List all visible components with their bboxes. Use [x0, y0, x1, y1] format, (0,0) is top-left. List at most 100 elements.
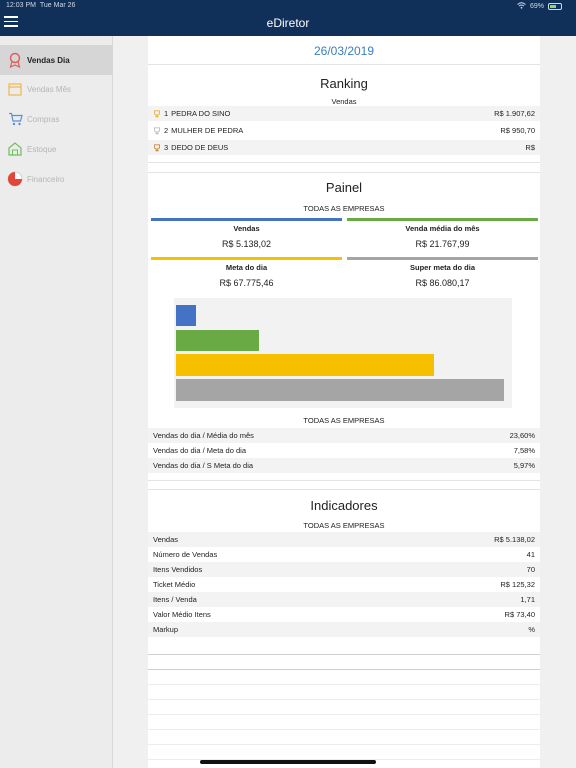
stat-label: Super meta do dia — [409, 263, 475, 272]
date-label: 26/03/2019 — [313, 44, 375, 58]
sidebar-item-financeiro[interactable]: Financeiro — [0, 164, 113, 194]
sidebar: Vendas Dia Vendas Mês Compras Estoque Fi… — [0, 36, 113, 768]
ratio-label: Vendas do dia / Meta do dia — [153, 446, 246, 455]
sidebar-item-label: Estoque — [27, 144, 57, 154]
chart-bar-super-meta-do-dia — [176, 379, 504, 401]
app-title: eDiretor — [266, 16, 310, 30]
chart-bar-vendas — [176, 305, 196, 326]
sidebar-item-label: Vendas Mês — [27, 84, 72, 94]
ratio-value: 7,58% — [513, 446, 535, 455]
indicator-value: 41 — [526, 550, 535, 559]
ranking-name: PEDRA DO SINO — [171, 109, 231, 118]
ranking-row[interactable]: 1 PEDRA DO SINO R$ 1.907,62 — [148, 106, 540, 121]
stat-meta-dia: Meta do dia R$ 67.775,46 — [151, 257, 342, 288]
stat-label: Vendas — [233, 224, 260, 233]
warehouse-icon — [3, 137, 27, 161]
divider — [148, 489, 540, 490]
status-bar: 12:03 PM Tue Mar 26 69% — [0, 0, 576, 12]
ranking-value: R$ 1.907,62 — [494, 109, 535, 118]
top-navigation-bar: 12:03 PM Tue Mar 26 69% eDiretor — [0, 0, 576, 36]
empty-row-line — [148, 699, 540, 700]
stat-color-bar — [347, 257, 538, 260]
stat-venda-media-mes: Venda média do mês R$ 21.767,99 — [347, 218, 538, 249]
ranking-value: R$ 950,70 — [500, 126, 535, 135]
trophy-bronze-icon — [154, 143, 160, 151]
divider — [148, 654, 540, 655]
stat-value: R$ 5.138,02 — [221, 239, 272, 249]
indicator-label: Itens / Venda — [153, 595, 197, 604]
indicator-row: Ticket Médio R$ 125,32 — [148, 577, 540, 592]
indicator-label: Itens Vendidos — [153, 565, 203, 574]
calendar-icon — [3, 77, 27, 101]
indicator-value: R$ 125,32 — [500, 580, 535, 589]
sidebar-item-vendas-mes[interactable]: Vendas Mês — [0, 74, 113, 104]
divider — [148, 669, 540, 670]
indicadores-subtitle: TODAS AS EMPRESAS — [303, 521, 385, 530]
sidebar-item-label: Vendas Dia — [27, 55, 70, 65]
indicator-value: R$ 5.138,02 — [494, 535, 535, 544]
ratio-label: Vendas do dia / S Meta do dia — [153, 461, 254, 470]
indicator-value: 1,71 — [520, 595, 535, 604]
chart-subtitle: TODAS AS EMPRESAS — [303, 416, 385, 425]
indicator-row: Valor Médio Itens R$ 73,40 — [148, 607, 540, 622]
indicator-row: Itens Vendidos 70 — [148, 562, 540, 577]
sidebar-item-vendas-dia[interactable]: Vendas Dia — [0, 45, 113, 75]
indicator-label: Valor Médio Itens — [153, 610, 211, 619]
ranking-position: 1 — [164, 109, 169, 118]
indicator-label: Markup — [153, 625, 179, 634]
painel-subtitle: TODAS AS EMPRESAS — [303, 204, 385, 213]
indicator-row: Número de Vendas 41 — [148, 547, 540, 562]
indicator-value: % — [528, 625, 535, 634]
ranking-position: 2 — [164, 126, 169, 135]
trophy-silver-icon — [154, 126, 160, 134]
ranking-row[interactable]: 2 MULHER DE PEDRA R$ 950,70 — [148, 123, 540, 138]
wifi-icon — [517, 2, 526, 11]
stat-vendas: Vendas R$ 5.138,02 — [151, 218, 342, 249]
divider — [148, 172, 540, 173]
sidebar-item-compras[interactable]: Compras — [0, 104, 113, 134]
ranking-title: Ranking — [320, 76, 368, 91]
stat-value: R$ 67.775,46 — [219, 278, 274, 288]
ranking-subtitle: Vendas — [331, 97, 357, 106]
indicator-label: Ticket Médio — [153, 580, 196, 589]
ranking-name: MULHER DE PEDRA — [171, 126, 244, 135]
empty-row-line — [148, 714, 540, 715]
painel-title: Painel — [325, 180, 363, 195]
indicator-value: 70 — [526, 565, 535, 574]
ranking-value: R$ — [525, 143, 535, 152]
stat-color-bar — [347, 218, 538, 221]
stat-label: Meta do dia — [225, 263, 268, 272]
indicator-row: Markup % — [148, 622, 540, 637]
sidebar-item-label: Compras — [27, 114, 60, 124]
stat-value: R$ 21.767,99 — [415, 239, 470, 249]
hamburger-menu-icon[interactable] — [4, 16, 18, 28]
divider — [148, 480, 540, 481]
stat-color-bar — [151, 218, 342, 221]
empty-row-line — [148, 684, 540, 685]
stat-color-bar — [151, 257, 342, 260]
indicator-label: Número de Vendas — [153, 550, 218, 559]
status-time: 12:03 PM Tue Mar 26 — [6, 2, 76, 9]
status-right: 69% — [517, 2, 562, 11]
sidebar-item-estoque[interactable]: Estoque — [0, 134, 113, 164]
indicator-row: Vendas R$ 5.138,02 — [148, 532, 540, 547]
trophy-gold-icon — [154, 109, 160, 117]
ranking-name: DEDO DE DEUS — [171, 143, 229, 152]
ratio-label: Vendas do dia / Média do mês — [153, 431, 254, 440]
stat-value: R$ 86.080,17 — [415, 278, 470, 288]
stat-super-meta-dia: Super meta do dia R$ 86.080,17 — [347, 257, 538, 288]
home-indicator[interactable] — [200, 760, 376, 764]
ranking-row[interactable]: 3 DEDO DE DEUS R$ — [148, 140, 540, 155]
divider — [148, 162, 540, 163]
ratio-value: 23,60% — [509, 431, 535, 440]
indicator-value: R$ 73,40 — [504, 610, 535, 619]
ratio-row: Vendas do dia / Meta do dia 7,58% — [148, 443, 540, 458]
pie-chart-icon — [3, 167, 27, 191]
indicator-label: Vendas — [153, 535, 179, 544]
chart-bar-meta-do-dia — [176, 354, 434, 376]
sidebar-item-label: Financeiro — [27, 174, 65, 184]
empty-row-line — [148, 759, 540, 760]
indicator-row: Itens / Venda 1,71 — [148, 592, 540, 607]
chart-bar-venda-m-dia-do-m-s — [176, 330, 259, 351]
empty-row-line — [148, 729, 540, 730]
